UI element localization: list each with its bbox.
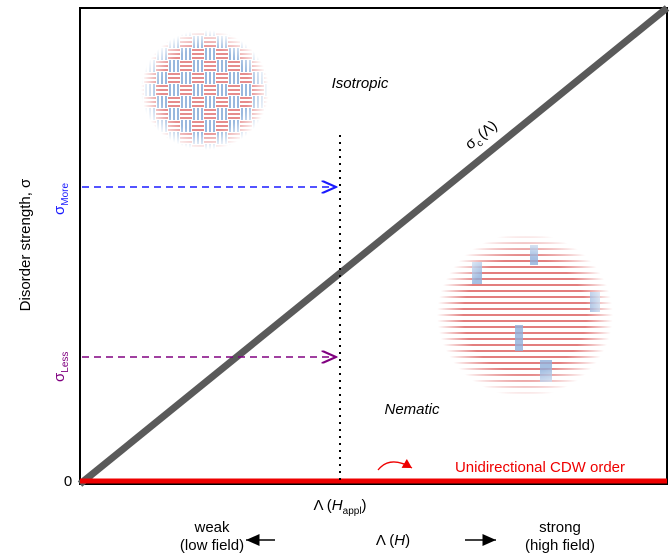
- sub: appl: [343, 506, 362, 517]
- close: ): [362, 497, 367, 514]
- x-axis-label: Λ (H): [376, 532, 410, 549]
- cdw-arrow: [378, 462, 412, 470]
- y-axis-label: Disorder strength, σ: [17, 178, 34, 311]
- cdw-label: Unidirectional CDW order: [455, 459, 625, 476]
- weak-label: weak: [193, 519, 230, 536]
- isotropic-texture: [141, 30, 269, 150]
- sub: More: [60, 183, 71, 206]
- applied-field-label: Λ (Happl): [313, 497, 366, 517]
- close: ): [405, 532, 410, 549]
- strong-sublabel: (high field): [525, 537, 595, 554]
- sub: Less: [60, 352, 71, 373]
- strong-label: strong: [539, 519, 581, 536]
- var: H: [332, 497, 343, 514]
- sigma-more: σMore: [51, 183, 71, 215]
- symbol: Λ (: [313, 497, 331, 514]
- zero-label: 0: [64, 473, 72, 490]
- weak-sublabel: (low field): [180, 537, 244, 554]
- symbol: Λ (: [376, 532, 394, 549]
- sigma-less: σLess: [51, 352, 71, 382]
- phase-diagram: Isotropic Nematic σc(Λ) Disorder strengt…: [0, 0, 671, 559]
- var: H: [394, 532, 405, 549]
- nematic-texture: [437, 233, 613, 397]
- nematic-label: Nematic: [384, 401, 440, 418]
- isotropic-label: Isotropic: [332, 75, 389, 92]
